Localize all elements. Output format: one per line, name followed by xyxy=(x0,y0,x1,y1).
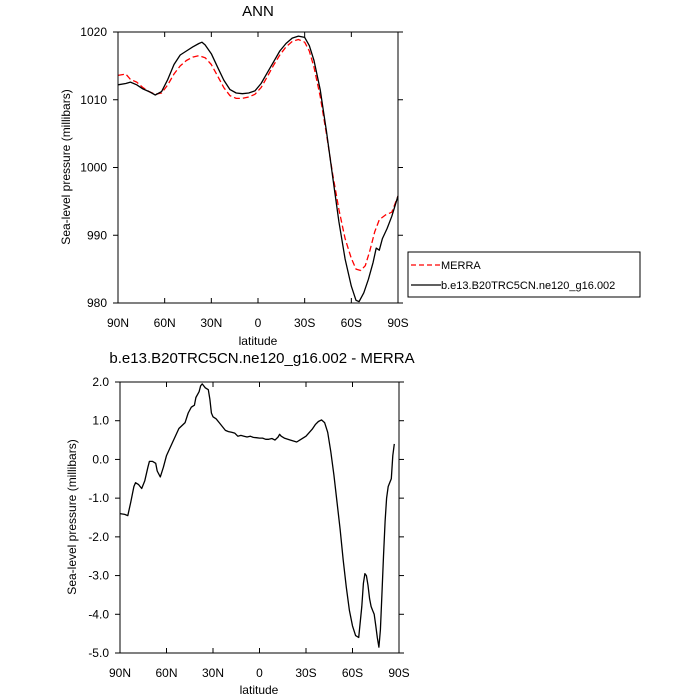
x-tick-label: 90S xyxy=(387,316,408,330)
bottom-plot-frame xyxy=(119,381,400,654)
bottom-y-axis-label: Sea-level pressure (millibars) xyxy=(65,439,79,594)
bottom-chart-series xyxy=(119,383,395,648)
x-tick-label: 60N xyxy=(154,316,176,330)
y-tick-label: 1020 xyxy=(80,25,107,39)
y-tick-label: 0.0 xyxy=(92,452,109,466)
x-tick-label: 90N xyxy=(107,316,129,330)
top-chart-ticks: 90N 60N 30N 0 30S 60S 90S 980 990 1000 1010 1020 xyxy=(80,25,408,330)
y-tick-label: 2.0 xyxy=(92,375,109,389)
bottom-chart-ticks: 90N 60N 30N 0 30S 60S 90S -5.0 -4.0 -3.0 -2.0 -1.0 0… xyxy=(88,375,409,680)
legend-label-model: b.e13.B20TRC5CN.ne120_g16.002 xyxy=(441,280,615,292)
x-tick-label: 60S xyxy=(342,666,363,680)
bottom-panel: b.e13.B20TRC5CN.ne120_g16.002 - MERRA 90… xyxy=(65,350,415,697)
x-tick-label: 0 xyxy=(256,666,263,680)
x-tick-label: 30N xyxy=(202,666,224,680)
top-panel: ANN 90N 60N 30N 0 30S 60S 90S 980 990 1000 1010 102… xyxy=(59,3,409,348)
x-tick-label: 0 xyxy=(255,316,262,330)
series-line-model xyxy=(117,35,399,303)
legend-label-merra: MERRA xyxy=(441,260,481,272)
x-tick-label: 90N xyxy=(109,666,131,680)
y-tick-label: 990 xyxy=(87,228,107,242)
y-tick-label: 980 xyxy=(87,296,107,310)
y-tick-label: 1010 xyxy=(80,93,107,107)
y-tick-label: 1.0 xyxy=(92,414,109,428)
x-tick-label: 60S xyxy=(341,316,362,330)
y-tick-label: 1000 xyxy=(80,161,107,175)
x-tick-label: 60N xyxy=(155,666,177,680)
series-line-model xyxy=(119,383,395,648)
top-plot-frame xyxy=(117,31,399,304)
x-tick-label: 30N xyxy=(200,316,222,330)
legend: MERRA b.e13.B20TRC5CN.ne120_g16.002 xyxy=(407,251,641,298)
x-tick-label: 90S xyxy=(388,666,409,680)
y-tick-label: -2.0 xyxy=(88,530,109,544)
top-chart-series xyxy=(117,35,399,303)
y-tick-label: -4.0 xyxy=(88,607,109,621)
bottom-x-axis-label: latitude xyxy=(240,683,279,697)
series-line-merra xyxy=(117,38,399,272)
top-y-axis-label: Sea-level pressure (millibars) xyxy=(59,89,73,244)
x-tick-label: 30S xyxy=(295,666,316,680)
top-chart-title: ANN xyxy=(242,3,274,20)
x-tick-label: 30S xyxy=(294,316,315,330)
legend-box xyxy=(407,251,641,298)
top-x-axis-label: latitude xyxy=(239,334,278,348)
bottom-chart-title: b.e13.B20TRC5CN.ne120_g16.002 - MERRA xyxy=(109,350,414,367)
y-tick-label: -3.0 xyxy=(88,569,109,583)
y-tick-label: -5.0 xyxy=(88,646,109,660)
y-tick-label: -1.0 xyxy=(88,491,109,505)
